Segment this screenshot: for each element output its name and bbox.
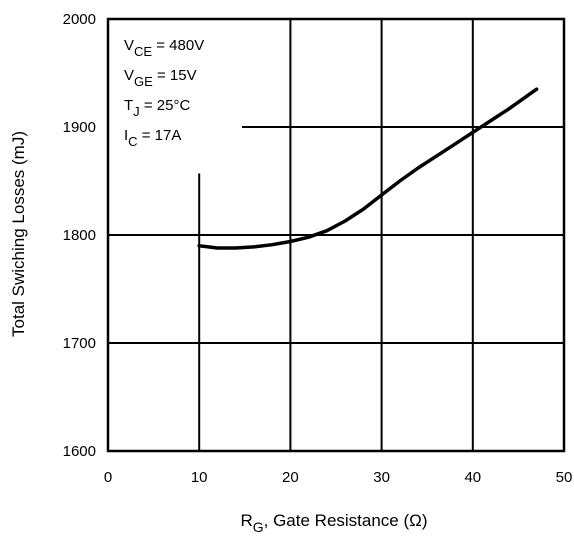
x-axis-title-rest: , Gate Resistance (Ω) (264, 511, 428, 530)
x-tick-label: 50 (556, 469, 573, 486)
series-line-0 (197, 87, 539, 250)
annotation-sub: GE (134, 74, 153, 89)
annotation-rest: = 25°C (140, 97, 191, 114)
y-tick-label: 1900 (63, 119, 96, 136)
x-axis-title-main: R (240, 511, 252, 530)
x-tick-label: 10 (191, 469, 208, 486)
annotation-sub: J (133, 104, 140, 119)
x-tick-label: 20 (282, 469, 299, 486)
x-tick-label: 40 (464, 469, 481, 486)
plot-frame-group (106, 17, 566, 453)
x-tick-labels: 0 10 20 30 40 50 (104, 469, 573, 486)
x-tick-label: 30 (373, 469, 390, 486)
annotation-main: T (124, 97, 133, 114)
annotation-main: V (124, 67, 134, 84)
y-axis-title: Total Swiching Losses (mJ) (9, 131, 28, 337)
annotation-rest: = 15V (153, 67, 197, 84)
annotation-sub: CE (134, 44, 152, 59)
annotation-line: VCE = 480V (124, 37, 204, 59)
series-group (197, 87, 539, 250)
annotation-box (118, 27, 242, 159)
annotation-line: VGE = 15V (124, 67, 197, 89)
grid (108, 19, 564, 451)
annotation-main: V (124, 37, 134, 54)
y-tick-label: 2000 (63, 11, 96, 28)
x-tick-label: 0 (104, 469, 112, 486)
y-tick-labels: 1600 1700 1800 1900 2000 (63, 11, 96, 460)
y-tick-label: 1800 (63, 227, 96, 244)
annotation-sub: C (128, 134, 137, 149)
y-tick-label: 1600 (63, 443, 96, 460)
annotation-line: TJ = 25°C (124, 97, 190, 119)
y-tick-label: 1700 (63, 335, 96, 352)
annotation-main: I (124, 127, 128, 144)
annotation-line: IC = 17A (124, 127, 181, 149)
annotation-rest: = 480V (152, 37, 204, 54)
x-axis-title-sub: G (253, 519, 264, 535)
plot-frame (106, 17, 566, 453)
annotation-rest: = 17A (138, 127, 182, 144)
x-axis-title: RG, Gate Resistance (Ω) (240, 511, 427, 535)
